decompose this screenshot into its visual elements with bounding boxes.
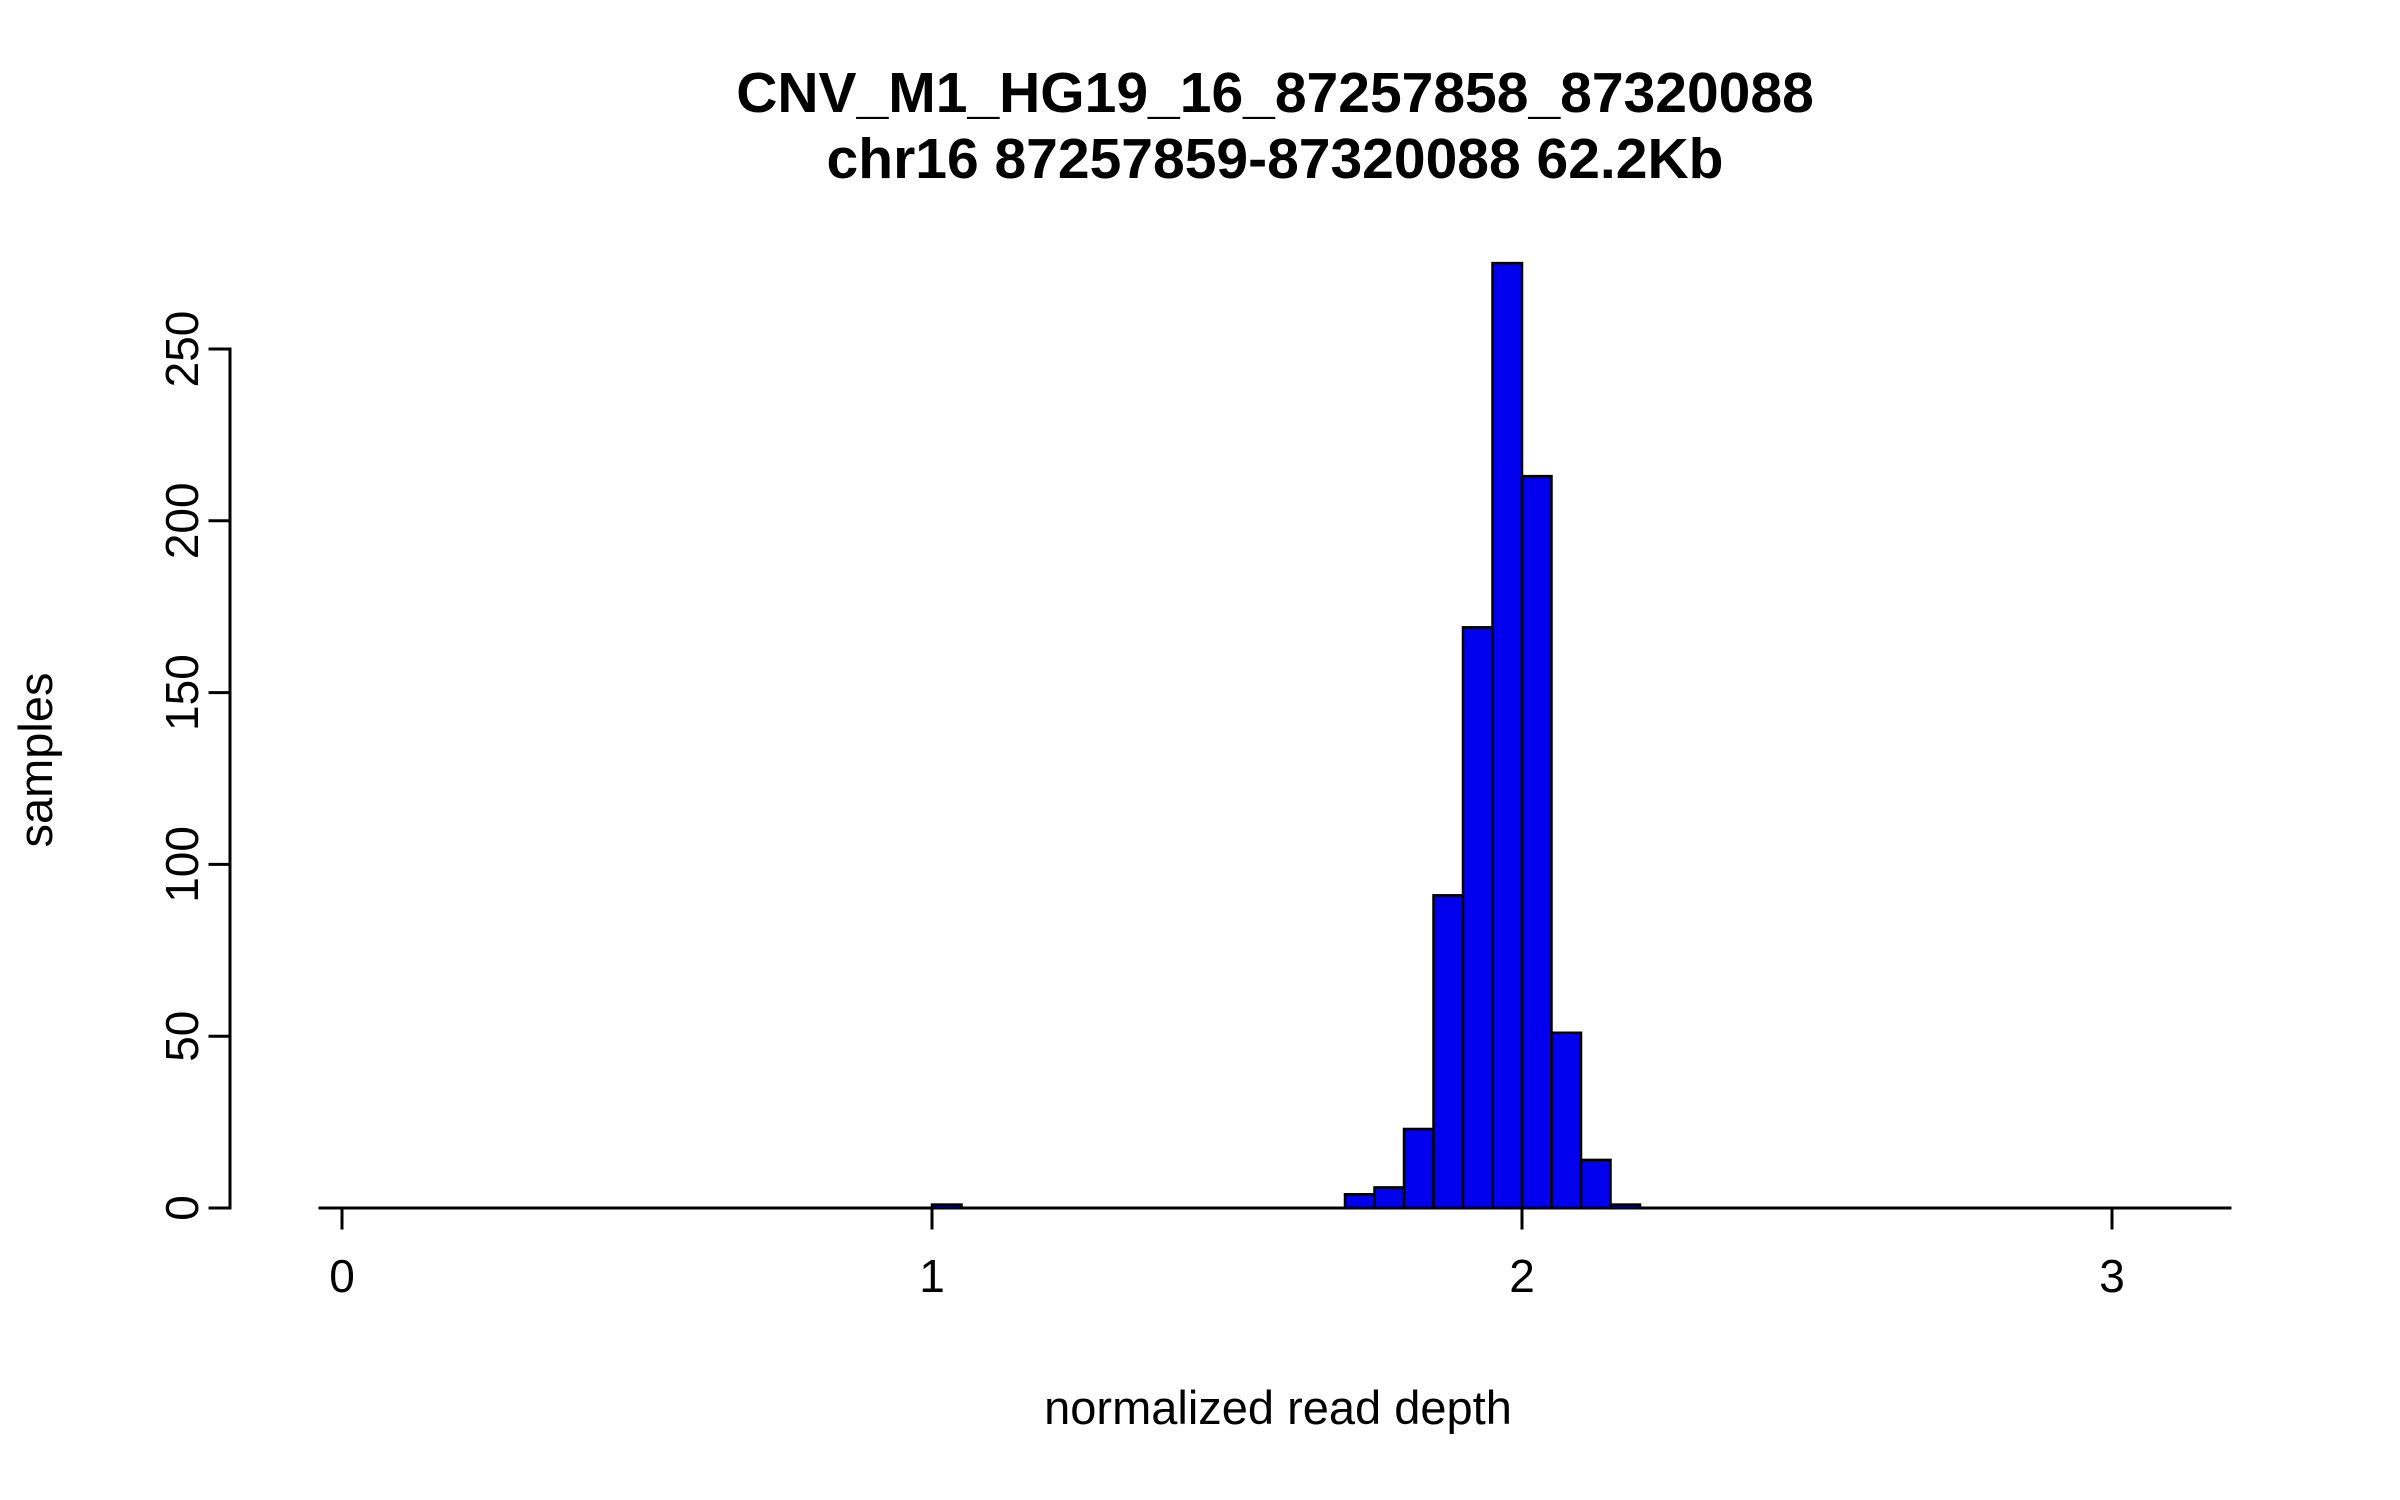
histogram-bar [1343,1193,1376,1210]
y-tick-label: 50 [156,1011,208,1062]
chart-subtitle: chr16 87257859-87320088 62.2Kb [827,127,1724,191]
y-tick-label: 0 [156,1195,208,1221]
y-tick-label: 100 [156,826,208,903]
bars-group [930,261,1642,1210]
histogram-bar [1520,474,1553,1210]
x-tick-label: 3 [2099,1250,2125,1302]
chart-title: CNV_M1_HG19_16_87257858_87320088 [736,61,1814,125]
histogram-bar [1579,1158,1612,1210]
x-tick-label: 2 [1509,1250,1535,1302]
x-tick-label: 0 [329,1250,355,1302]
y-tick-label: 200 [156,482,208,559]
x-axis-label: normalized read depth [1044,1381,1512,1434]
y-tick-label: 250 [156,311,208,388]
histogram-bar [1550,1031,1583,1210]
histogram-bar [1373,1186,1406,1210]
histogram-bar [1461,626,1494,1210]
axes-group: 0 1 2 3 0 50 100 150 200 250 [156,311,2232,1302]
histogram-bar [1402,1127,1435,1210]
y-tick-label: 150 [156,654,208,731]
histogram-bar [1491,261,1524,1210]
x-tick-label: 1 [919,1250,945,1302]
histogram-bar [1432,894,1465,1210]
y-axis-label: samples [9,672,62,847]
